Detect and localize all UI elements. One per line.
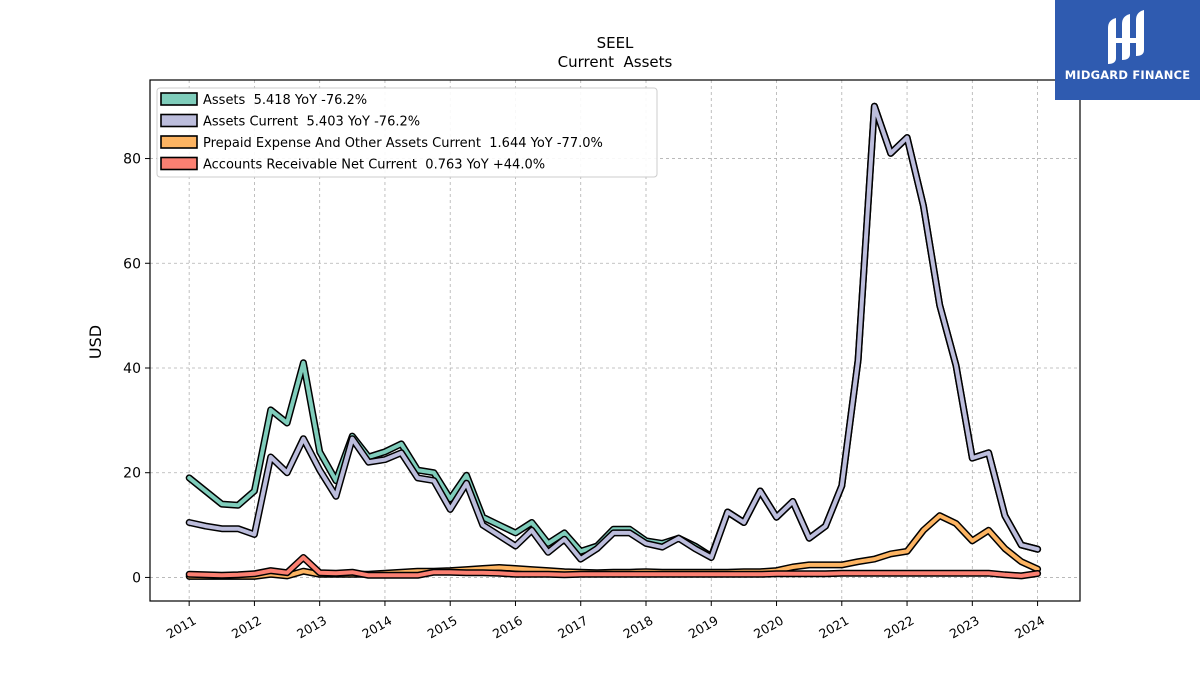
x-tick-label: 2016 bbox=[490, 613, 525, 642]
legend-label: Assets 5.418 YoY -76.2% bbox=[203, 93, 367, 108]
x-tick-label: 2022 bbox=[882, 613, 917, 642]
x-tick-label: 2020 bbox=[751, 613, 786, 642]
legend-item: Assets Current 5.403 YoY -76.2% bbox=[160, 113, 420, 130]
y-axis-label: USD bbox=[86, 325, 105, 359]
y-tick-label: 40 bbox=[123, 361, 141, 377]
legend-label: Prepaid Expense And Other Assets Current… bbox=[203, 136, 603, 151]
x-tick-label: 2021 bbox=[816, 613, 851, 642]
logo-mark-icon bbox=[1108, 10, 1144, 64]
x-axis-ticks: 2011 2012 2013 2014 2015 2016 2017 2018 2019 2020… bbox=[164, 601, 1047, 642]
legend-swatch bbox=[160, 92, 198, 106]
grid bbox=[150, 80, 1080, 601]
legend-label: Accounts Receivable Net Current 0.763 Yo… bbox=[203, 158, 545, 173]
legend-box bbox=[156, 87, 658, 178]
x-tick-label: 2012 bbox=[229, 613, 264, 642]
series-lines bbox=[185, 102, 1042, 580]
legend-swatch bbox=[160, 113, 198, 128]
series-line bbox=[187, 555, 1040, 578]
legend-swatch bbox=[160, 135, 198, 149]
x-tick-label: 2019 bbox=[686, 613, 721, 642]
y-tick-label: 20 bbox=[123, 466, 141, 482]
logo-text: MIDGARD FINANCE bbox=[1064, 68, 1191, 82]
x-tick-label: 2023 bbox=[947, 613, 982, 642]
x-tick-label: 2024 bbox=[1012, 613, 1047, 642]
legend-item: Prepaid Expense And Other Assets Current… bbox=[160, 135, 603, 151]
series-assets-current bbox=[185, 102, 1042, 563]
legend-label: Assets Current 5.403 YoY -76.2% bbox=[203, 115, 420, 130]
plot-frame bbox=[149, 79, 1081, 602]
y-tick-label: 60 bbox=[123, 256, 141, 272]
y-tick-label: 0 bbox=[132, 570, 141, 586]
y-axis-ticks: 0 20 40 60 80 bbox=[123, 152, 150, 586]
series-accounts-receivable-net-current bbox=[185, 554, 1042, 580]
legend-swatch bbox=[160, 156, 198, 171]
legend-item: Assets 5.418 YoY -76.2% bbox=[160, 92, 367, 108]
x-tick-label: 2013 bbox=[294, 613, 329, 642]
x-tick-label: 2018 bbox=[620, 613, 655, 642]
legend: Assets 5.418 YoY -76.2% Assets Current 5.… bbox=[156, 87, 658, 178]
y-tick-label: 80 bbox=[123, 152, 141, 168]
x-tick-label: 2017 bbox=[555, 613, 590, 642]
series-line bbox=[187, 104, 1040, 562]
x-tick-label: 2014 bbox=[359, 613, 394, 642]
chart-title: SEEL bbox=[597, 34, 634, 52]
chart-subtitle: Current Assets bbox=[558, 53, 673, 71]
brand-logo: MIDGARD FINANCE bbox=[1055, 0, 1200, 100]
x-tick-label: 2015 bbox=[425, 613, 460, 642]
legend-item: Accounts Receivable Net Current 0.763 Yo… bbox=[160, 156, 545, 173]
x-tick-label: 2011 bbox=[164, 613, 199, 642]
